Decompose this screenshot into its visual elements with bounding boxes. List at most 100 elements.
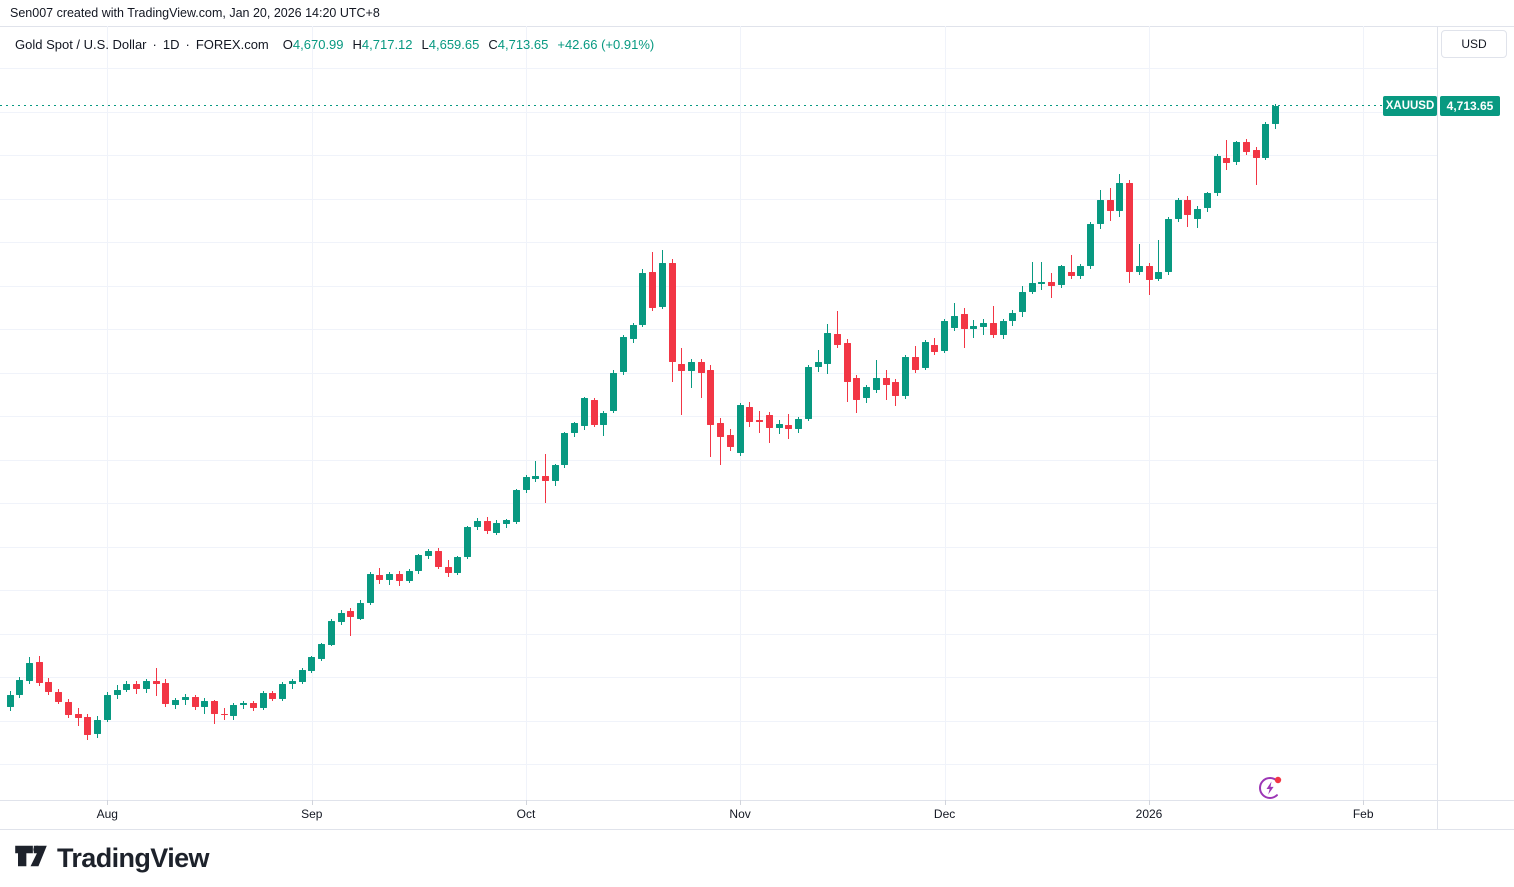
candle-body	[162, 683, 170, 704]
candle-wick	[992, 305, 994, 339]
candle-body	[434, 550, 442, 567]
time-tick-label: Feb	[1352, 807, 1374, 821]
candle-body	[795, 418, 802, 429]
candle-body	[571, 423, 579, 433]
candle-body	[1213, 155, 1221, 194]
candle-body	[395, 574, 403, 581]
price-gridline	[0, 677, 1437, 678]
candle-body	[911, 357, 919, 371]
brand-name: TradingView	[57, 843, 210, 873]
candle-body	[950, 315, 958, 328]
candle-body	[1165, 218, 1172, 273]
candle-body	[989, 322, 997, 336]
candle-body	[493, 522, 501, 533]
candle-body	[1233, 142, 1241, 163]
candle-wick	[983, 319, 984, 336]
time-tick-label: Sep	[301, 807, 323, 821]
price-gridline	[0, 285, 1437, 287]
candle-body	[74, 714, 82, 719]
symbol-price-flag: XAUUSD	[1383, 96, 1437, 116]
candle-body	[113, 689, 121, 696]
high-value: 4,717.12	[361, 37, 413, 52]
candle-wick	[1226, 140, 1228, 171]
candle-wick	[720, 418, 722, 466]
candle-body	[181, 696, 189, 701]
time-tick-label: Dec	[933, 807, 956, 821]
time-tick-label: Oct	[516, 807, 536, 821]
footer-brand[interactable]: TradingView	[14, 843, 210, 874]
low-label: L	[421, 37, 429, 52]
exchange-label: FOREX.com	[195, 37, 269, 52]
candle-body	[240, 702, 248, 706]
candle-body	[288, 681, 296, 684]
plot-area[interactable]	[0, 0, 1437, 830]
candle-body	[308, 657, 316, 672]
tradingview-logo-icon	[14, 843, 48, 874]
candle-body	[746, 407, 754, 422]
candle-body	[1262, 123, 1270, 158]
candle-body	[55, 692, 63, 702]
price-axis[interactable]: 4,800.004,600.004,500.004,400.004,300.00…	[1437, 26, 1514, 800]
ohlc-values: O4,670.99 H4,717.12 L4,659.65 C4,713.65	[283, 37, 549, 52]
candle-wick	[535, 461, 537, 483]
candle-body	[249, 702, 257, 708]
candle-body	[376, 575, 384, 580]
time-tick-label: Aug	[96, 807, 118, 821]
time-axis-bottom-border	[0, 829, 1514, 830]
currency-toggle[interactable]: USD	[1441, 30, 1507, 58]
candle-body	[16, 680, 24, 695]
candle-body	[26, 663, 33, 682]
chart-legend: Gold Spot / U.S. Dollar · 1D · FOREX.com…	[15, 37, 654, 52]
candle-body	[717, 423, 725, 437]
candle-body	[863, 387, 871, 399]
candle-body	[532, 476, 540, 479]
pane-top-border	[0, 26, 1514, 27]
time-axis[interactable]: Aug Sep Oct Nov Dec 2026 Feb	[0, 800, 1437, 829]
candle-body	[1048, 282, 1056, 286]
candle-body	[902, 357, 910, 397]
candle-body	[580, 398, 588, 426]
candle-body	[172, 700, 179, 705]
candle-body	[610, 372, 618, 411]
candle-body	[697, 362, 705, 374]
candle-body	[649, 272, 656, 309]
time-tick-label: 2026	[1135, 807, 1163, 821]
flash-notification-icon[interactable]	[1256, 773, 1284, 801]
symbol-title[interactable]: Gold Spot / U.S. Dollar	[15, 37, 147, 52]
candle-wick	[837, 311, 838, 349]
candle-body	[142, 680, 150, 690]
month-gridline	[1149, 26, 1150, 800]
candle-body	[541, 476, 549, 482]
candle-body	[1038, 282, 1046, 284]
candle-body	[103, 695, 111, 720]
candle-body	[259, 693, 267, 708]
candle-body	[220, 713, 228, 716]
close-label: C	[488, 37, 498, 52]
candle-body	[45, 682, 53, 693]
candle-body	[454, 557, 462, 573]
candle-body	[35, 661, 43, 683]
candle-body	[551, 465, 559, 482]
candle-body	[201, 701, 209, 708]
candle-wick	[1031, 261, 1033, 295]
candle-body	[6, 694, 14, 707]
candle-body	[1067, 271, 1075, 277]
candle-body	[230, 705, 238, 717]
last-price-badge: 4,713.65	[1440, 96, 1500, 116]
month-gridline	[1363, 26, 1365, 800]
candle-body	[872, 378, 880, 391]
candle-body	[123, 684, 131, 690]
candle-body	[1028, 282, 1036, 292]
candle-body	[1009, 312, 1017, 321]
candle-body	[668, 262, 676, 363]
candle-body	[483, 521, 491, 532]
price-gridline	[0, 155, 1437, 156]
candle-body	[1194, 208, 1202, 219]
interval-label[interactable]: 1D	[162, 37, 180, 52]
candle-body	[1106, 199, 1114, 211]
price-gridline	[0, 546, 1437, 548]
candle-wick	[1138, 244, 1140, 276]
candle-wick	[350, 607, 352, 636]
candle-body	[64, 701, 72, 716]
